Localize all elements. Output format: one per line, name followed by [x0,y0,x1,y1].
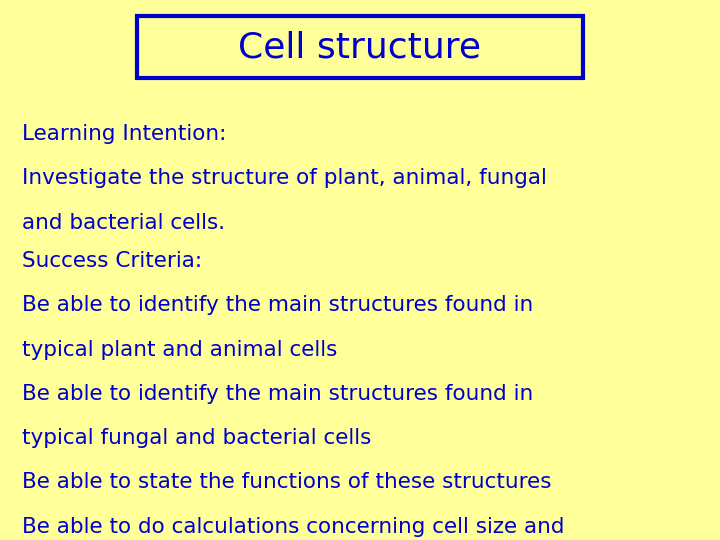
Text: Be able to do calculations concerning cell size and: Be able to do calculations concerning ce… [22,517,564,537]
Text: and bacterial cells.: and bacterial cells. [22,213,225,233]
Text: Learning Intention:: Learning Intention: [22,124,226,144]
Text: Be able to state the functions of these structures: Be able to state the functions of these … [22,472,551,492]
Text: Be able to identify the main structures found in: Be able to identify the main structures … [22,384,533,404]
FancyBboxPatch shape [137,16,583,78]
Text: Be able to identify the main structures found in: Be able to identify the main structures … [22,295,533,315]
Text: Cell structure: Cell structure [238,30,482,64]
Text: Investigate the structure of plant, animal, fungal: Investigate the structure of plant, anim… [22,168,546,188]
Text: typical fungal and bacterial cells: typical fungal and bacterial cells [22,428,371,448]
Text: typical plant and animal cells: typical plant and animal cells [22,340,337,360]
Text: Success Criteria:: Success Criteria: [22,251,202,271]
